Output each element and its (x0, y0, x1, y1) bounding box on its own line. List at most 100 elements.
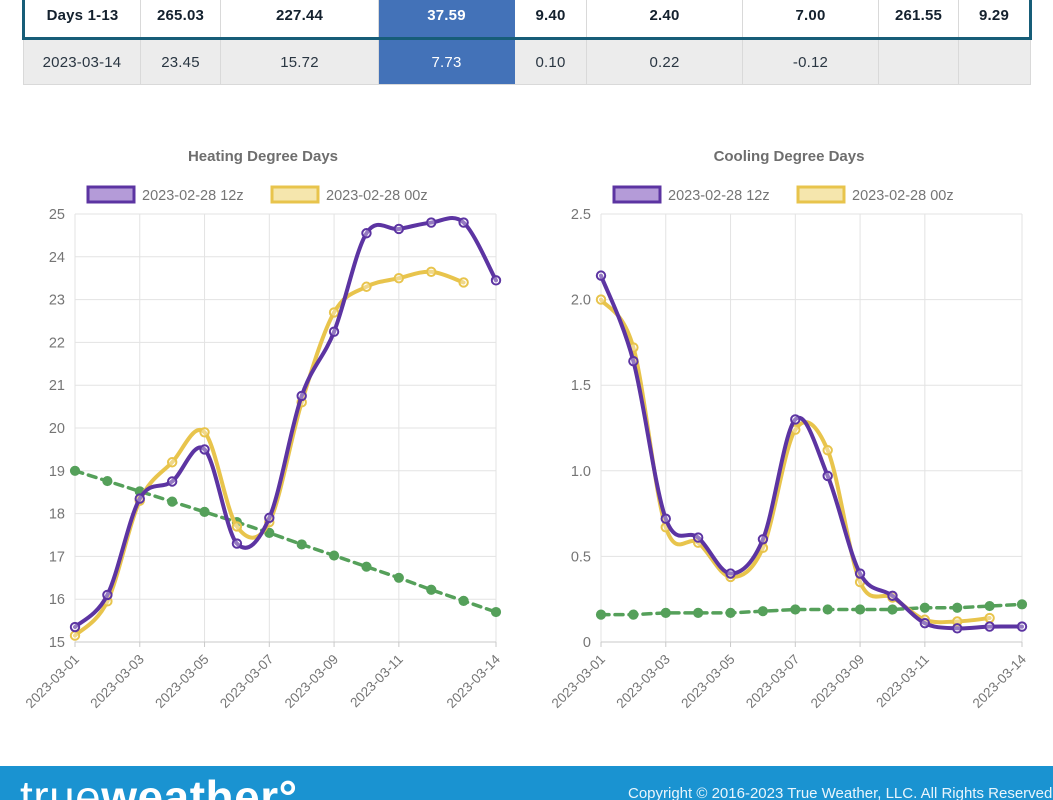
data-point[interactable] (296, 539, 307, 550)
data-point[interactable] (199, 444, 210, 455)
logo-weather-text: weather (101, 771, 279, 800)
data-point[interactable] (984, 600, 995, 612)
legend-swatch (796, 185, 846, 204)
table-cell (878, 38, 959, 85)
data-point[interactable] (361, 281, 372, 292)
data-point[interactable] (887, 590, 898, 601)
series-line (599, 602, 1024, 617)
data-point[interactable] (854, 568, 866, 579)
y-axis-tick-label: 16 (49, 592, 65, 608)
data-point[interactable] (458, 217, 469, 228)
legend-label: 2023-02-28 12z (668, 188, 770, 204)
data-point[interactable] (361, 561, 372, 572)
data-point[interactable] (393, 223, 405, 235)
data-point[interactable] (822, 604, 833, 615)
y-axis-tick-label: 2.5 (571, 207, 591, 223)
y-axis-tick-label: 23 (49, 293, 65, 309)
data-point[interactable] (426, 584, 437, 595)
data-point[interactable] (328, 550, 340, 561)
data-point[interactable] (1016, 599, 1028, 610)
data-point[interactable] (231, 538, 243, 549)
y-axis-tick-label: 25 (49, 207, 65, 223)
data-point[interactable] (984, 621, 995, 632)
data-point[interactable] (725, 607, 736, 618)
data-point[interactable] (757, 534, 769, 545)
data-point[interactable] (725, 568, 736, 579)
data-point[interactable] (757, 606, 769, 617)
data-point[interactable] (660, 513, 671, 524)
data-point[interactable] (102, 475, 113, 487)
series-line (599, 273, 1024, 631)
y-axis-tick-label: 21 (49, 378, 65, 394)
data-point[interactable] (393, 572, 404, 583)
table-cell: 261.55 (878, 0, 959, 40)
data-point[interactable] (822, 445, 833, 456)
data-point[interactable] (790, 604, 801, 615)
data-point[interactable] (887, 604, 898, 615)
data-point[interactable] (69, 621, 81, 633)
data-point[interactable] (393, 273, 405, 284)
data-point[interactable] (69, 630, 81, 641)
y-axis-tick-label: 2.0 (571, 293, 591, 309)
data-point[interactable] (822, 470, 833, 482)
x-axis-tick-label: 2023-03-05 (152, 652, 211, 711)
data-point[interactable] (919, 617, 931, 629)
data-point[interactable] (231, 521, 243, 532)
data-point[interactable] (854, 604, 866, 615)
table-cell: Days 1-13 (22, 0, 141, 40)
data-point[interactable] (660, 607, 671, 618)
table-cell: 23.45 (140, 38, 221, 85)
data-point[interactable] (426, 217, 437, 228)
legend-swatch (86, 185, 136, 204)
data-point[interactable] (69, 465, 81, 476)
x-axis-tick-label: 2023-03-07 (217, 652, 276, 711)
data-point[interactable] (628, 356, 639, 367)
data-point[interactable] (134, 493, 145, 504)
data-point[interactable] (328, 326, 340, 337)
table-cell: 227.44 (220, 0, 379, 40)
data-point[interactable] (264, 512, 275, 524)
table-cell: 7.00 (742, 0, 879, 40)
data-point[interactable] (166, 476, 178, 487)
data-point[interactable] (1016, 621, 1028, 632)
data-point[interactable] (426, 266, 437, 277)
data-point[interactable] (790, 414, 801, 425)
data-point[interactable] (919, 602, 930, 613)
data-point[interactable] (328, 307, 340, 318)
x-axis-tick-label: 2023-03-14 (444, 651, 504, 711)
table-cell: -0.12 (742, 38, 879, 85)
data-point[interactable] (490, 275, 502, 286)
table-cell: 2.40 (586, 0, 743, 40)
data-point[interactable] (361, 228, 372, 239)
data-point[interactable] (595, 609, 607, 620)
data-point[interactable] (595, 294, 607, 305)
trueweather-logo[interactable]: trueweather° (20, 774, 298, 800)
table-row: Days 1-13 265.03 227.44 37.59 9.40 2.40 7.00 26… (22, 0, 1032, 40)
y-axis-tick-label: 24 (49, 250, 65, 266)
data-point[interactable] (952, 602, 963, 613)
x-axis-tick-label: 2023-03-01 (549, 652, 608, 711)
series-line (73, 216, 498, 630)
data-point[interactable] (166, 457, 178, 468)
data-point[interactable] (102, 589, 113, 601)
data-point[interactable] (458, 595, 469, 607)
data-point[interactable] (595, 270, 607, 281)
data-point[interactable] (296, 390, 307, 402)
table-cell: 37.59 (378, 0, 515, 40)
data-point[interactable] (984, 612, 995, 624)
data-point[interactable] (199, 427, 210, 438)
data-point[interactable] (490, 606, 502, 618)
data-point[interactable] (692, 532, 704, 543)
data-point[interactable] (952, 623, 963, 634)
data-point[interactable] (264, 527, 275, 538)
data-point[interactable] (167, 496, 178, 507)
table-row: 2023-03-14 23.45 15.72 7.73 0.10 0.22 -0.12 (23, 38, 1031, 85)
data-point[interactable] (199, 506, 210, 517)
data-point[interactable] (628, 609, 639, 620)
data-point[interactable] (458, 277, 469, 288)
data-point[interactable] (693, 607, 704, 618)
legend-label: 2023-02-28 00z (326, 188, 428, 204)
y-axis-tick-label: 17 (49, 549, 65, 565)
